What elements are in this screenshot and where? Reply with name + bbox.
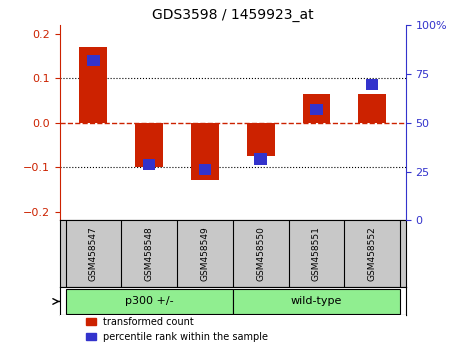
- Text: GSM458549: GSM458549: [201, 227, 209, 281]
- FancyBboxPatch shape: [233, 289, 400, 314]
- Text: wild-type: wild-type: [291, 296, 342, 307]
- Bar: [247, 122, 275, 156]
- Bar: [366, 79, 378, 90]
- Title: GDS3598 / 1459923_at: GDS3598 / 1459923_at: [152, 8, 313, 22]
- Bar: [135, 122, 163, 167]
- Text: GSM458548: GSM458548: [145, 227, 154, 281]
- Text: GSM458550: GSM458550: [256, 227, 265, 281]
- Bar: [87, 55, 100, 66]
- Bar: [254, 154, 267, 165]
- Legend: transformed count, percentile rank within the sample: transformed count, percentile rank withi…: [82, 313, 272, 346]
- Bar: [310, 104, 323, 115]
- Bar: [358, 94, 386, 122]
- Bar: [199, 164, 211, 175]
- Text: GSM458552: GSM458552: [368, 227, 377, 281]
- Text: GSM458551: GSM458551: [312, 227, 321, 281]
- Bar: [79, 47, 107, 122]
- Bar: [191, 122, 219, 181]
- Bar: [143, 159, 155, 170]
- Text: GSM458547: GSM458547: [89, 227, 98, 281]
- Bar: [302, 94, 331, 122]
- Text: p300 +/-: p300 +/-: [125, 296, 173, 307]
- FancyBboxPatch shape: [65, 289, 233, 314]
